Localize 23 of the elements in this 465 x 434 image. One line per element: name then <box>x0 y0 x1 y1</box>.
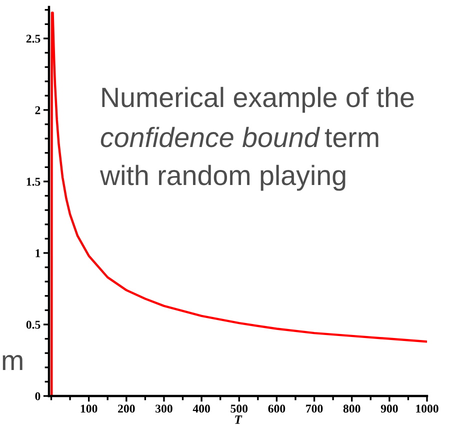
x-tick-label: 200 <box>118 404 135 413</box>
annotation: term <box>324 129 378 148</box>
x-axis-title: T <box>235 416 242 424</box>
x-tick-label: 300 <box>156 404 172 413</box>
annotation: Numerical example of the <box>102 86 414 113</box>
y-tick-label: 0.5 <box>26 320 40 329</box>
y-tick-label: 1.5 <box>26 178 40 186</box>
y-tick-label: 2.5 <box>26 34 40 43</box>
y-tick-label: 1 <box>36 249 40 258</box>
x-tick-label: 500 <box>230 404 248 413</box>
x-tick-label: 400 <box>192 404 210 413</box>
annotation: confidence bound <box>100 126 320 148</box>
x-tick-label: 700 <box>306 404 323 413</box>
text: m <box>2 355 22 370</box>
line-series <box>50 12 427 396</box>
x-tick-label: 900 <box>380 404 398 413</box>
y-tick-label: 0 <box>35 392 40 400</box>
x-tick-label: 800 <box>343 404 360 413</box>
annotation: with random playing <box>100 164 346 191</box>
y-tick-label: 2 <box>35 106 40 114</box>
x-tick-label: 100 <box>80 404 98 413</box>
x-tick-label: 600 <box>268 404 286 413</box>
x-tick-label: 1000 <box>416 404 438 413</box>
